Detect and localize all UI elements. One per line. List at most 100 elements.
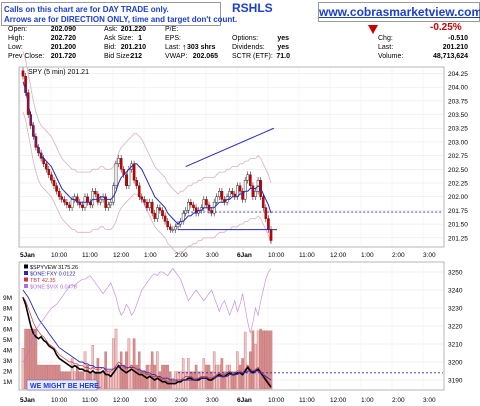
- price-ytick-label: 204.25: [448, 71, 468, 78]
- candle-body: [65, 201, 69, 206]
- sctr-value: 71.0: [276, 53, 290, 60]
- lower-xtick-label: 5Jan: [20, 397, 35, 404]
- last2-label: Last:: [378, 44, 394, 51]
- candle-body: [125, 174, 128, 186]
- candle-body: [205, 199, 208, 206]
- lower-grid: [19, 263, 443, 389]
- volume-bar: [161, 364, 164, 390]
- candle-body: [114, 163, 118, 186]
- price-xtick-label: 2:00: [175, 252, 188, 259]
- volume-tick-label: 2M: [3, 369, 12, 376]
- candle-body: [264, 207, 268, 219]
- lower-ytick-label: 3200: [448, 360, 463, 367]
- lower-ytick-label: 3210: [448, 342, 463, 349]
- volume-bar: [223, 371, 226, 390]
- volume-ticks: 1M 2M 3M 4M 5M 6M 7M 8M 9M: [3, 295, 12, 386]
- ask-size-label: Ask Size:: [104, 35, 134, 42]
- price-xtick-label: 3:00: [206, 252, 219, 259]
- low-value: 201.200: [50, 44, 76, 51]
- volume-label: Volume:: [378, 53, 404, 60]
- lower-lines: [22, 267, 443, 388]
- candle-body: [166, 221, 169, 228]
- volume-bar: [218, 364, 221, 390]
- price-annotations: [178, 127, 443, 231]
- chg-value: -0.510: [448, 35, 468, 42]
- legend-label: $SPYVEW 3175.26: [30, 265, 78, 271]
- volume-bar: [256, 330, 260, 390]
- volume-bar: [107, 371, 110, 390]
- candle-body: [127, 169, 131, 186]
- lower-xtick-label: 12:00: [113, 397, 130, 404]
- candle-body: [158, 207, 162, 211]
- site-url-link[interactable]: www.cobrasmarketview.com: [319, 5, 480, 19]
- candle-body: [228, 191, 231, 197]
- volume-tick-label: 5M: [3, 337, 12, 344]
- candle-body: [163, 215, 167, 222]
- lower-ytick-label: 3190: [448, 378, 463, 385]
- lower-ytick-label: 3240: [448, 288, 463, 295]
- volume-bar: [122, 364, 126, 390]
- notice-line-2: Arrows are for DIRECTION ONLY, time and …: [4, 15, 238, 24]
- price-xtick-label: 11:00: [299, 252, 315, 259]
- price-band-upper: [22, 51, 272, 195]
- candle-body: [137, 185, 141, 197]
- ask-size-value: 1: [138, 35, 142, 42]
- volume-bar: [150, 351, 154, 390]
- candle-body: [143, 199, 146, 203]
- volume-bar: [101, 371, 105, 390]
- lower-xtick-label: 12:00: [330, 397, 347, 404]
- price-xtick-label: 5Jan: [20, 252, 35, 259]
- fxy-line: [22, 289, 272, 381]
- legend-label: TBT 42.35: [30, 278, 56, 284]
- volume-bar: [140, 371, 144, 390]
- candle-body: [153, 212, 157, 219]
- lower-xtick-label: 2:00: [392, 397, 405, 404]
- site-url-box[interactable]: www.cobrasmarketview.com: [318, 2, 480, 22]
- price-panel-frame: [18, 66, 445, 248]
- volume-bar: [246, 364, 249, 390]
- options-value: yes: [277, 35, 289, 42]
- dividends-value: yes: [277, 44, 289, 51]
- price-xtick-label: 2:00: [392, 252, 405, 259]
- lower-xtick-label: 3:00: [423, 397, 436, 404]
- candle-body: [63, 199, 66, 203]
- price-xtick-label: 6Jan: [237, 252, 252, 259]
- volume-bar: [99, 371, 102, 390]
- candle-body: [145, 201, 149, 208]
- candle-body: [189, 201, 193, 206]
- price-xtick-label: 1:00: [144, 252, 157, 259]
- volume-bar: [251, 330, 255, 390]
- volume-bar: [153, 364, 156, 390]
- volume-bar: [254, 343, 257, 390]
- candle-body: [140, 196, 144, 200]
- candle-body: [119, 158, 123, 170]
- candle-body: [202, 199, 206, 208]
- volume-tick-label: 8M: [3, 306, 12, 313]
- volume-bar: [109, 371, 113, 390]
- volume-bar: [130, 364, 133, 390]
- candle-body: [249, 174, 252, 186]
- lower-xtick-label: 11:00: [299, 397, 315, 404]
- candle-body: [104, 196, 107, 208]
- prev-close-value: 201.720: [50, 53, 76, 60]
- volume-bar: [135, 364, 138, 390]
- legend-label: $ONE:FXY 0.0122: [30, 272, 75, 278]
- volume-bar: [156, 351, 159, 390]
- price-y-ticks: 201.25 201.50 201.75 202.00 202.25 202.50 202.…: [448, 71, 468, 242]
- volume-bar: [269, 330, 273, 390]
- volume-bar: [163, 364, 167, 390]
- spyvew-line: [22, 296, 272, 388]
- lower-xtick-label: 2:00: [175, 397, 188, 404]
- volume-bar: [228, 364, 231, 390]
- price-ytick-label: 203.00: [448, 139, 468, 146]
- annotation-box: [26, 379, 98, 391]
- last-label: Last:: [165, 44, 181, 51]
- price-ytick-label: 201.25: [448, 235, 468, 242]
- volume-bar: [233, 371, 237, 390]
- open-label: Open:: [8, 26, 28, 33]
- up-arrow-icon: ↑: [182, 42, 187, 52]
- lower-xtick-label: 11:00: [82, 397, 98, 404]
- candle-body: [168, 226, 172, 230]
- ask-value: 201.220: [120, 26, 146, 33]
